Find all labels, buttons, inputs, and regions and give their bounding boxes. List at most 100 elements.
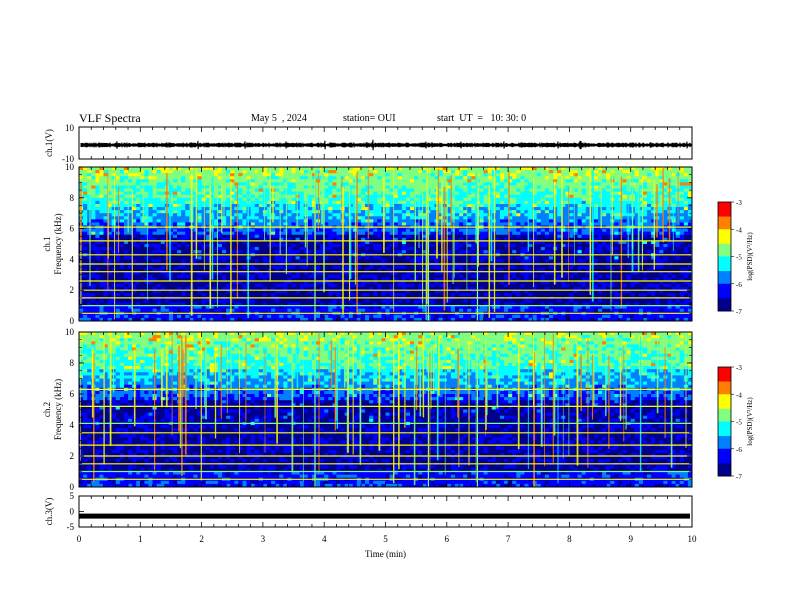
ch1-spectrogram-cell (181, 203, 186, 208)
ch1-spectrogram-cell (291, 231, 296, 236)
ch1-spectrogram-cell (536, 179, 542, 183)
ch1-spectrogram-cell (598, 167, 603, 171)
ch1-spectrogram-cell (459, 194, 464, 199)
ch1-spectrogram-cell (217, 234, 223, 239)
ch1-spectrogram-cell (401, 200, 407, 205)
ch1-spectrogram-cell (250, 179, 256, 183)
ch1-spectrogram-cell (185, 247, 190, 251)
ch1-spectrogram-cell (463, 179, 468, 183)
ch1-spectrogram-cell (299, 216, 305, 220)
ch1-spectrogram-cell (508, 200, 513, 205)
ch1-spectrogram-cell (381, 173, 386, 177)
ch1-spectrogram-cell (397, 203, 403, 208)
ch1-spectrogram-cell (651, 231, 656, 236)
ch1-spectrogram-cell (430, 219, 435, 223)
ch1-spectrogram-cell (471, 207, 476, 211)
ch1-spectrogram-cell (148, 256, 153, 260)
ch1-spectrogram-cell (168, 265, 174, 269)
ch1-spectrogram-cell (356, 182, 362, 186)
ch1-spectrogram-cell (119, 222, 125, 226)
ch1-spectrogram-cell (291, 237, 296, 242)
ch1-spectrogram-cell (123, 207, 129, 211)
ch1-spectrogram-cell (614, 222, 619, 226)
ch1-spectrogram-cell (156, 244, 162, 248)
ch1-spectrogram-cell (238, 247, 243, 251)
ch1-spectrogram-cell (536, 200, 542, 205)
ch1-spectrogram-cell (197, 244, 202, 248)
ch1-spectrogram-cell (573, 240, 578, 245)
ch1-spectrogram-cell (385, 203, 390, 208)
ch1-spectrogram-cell (626, 188, 631, 192)
ch1-spectrogram-cell (634, 213, 640, 217)
ch1-spectrogram-cell (471, 185, 476, 189)
ch1-spectrogram-cell (655, 176, 660, 180)
ch1-spectrogram-cell (91, 234, 96, 239)
ch1-spectrogram-cell (405, 237, 411, 242)
ch1-spectrogram-cell (156, 203, 162, 208)
ch1-spectrogram-cell (634, 176, 640, 180)
ch1-spectrogram-cell (405, 244, 411, 248)
ch1-spectrogram-cell (618, 203, 623, 208)
ch1-spectrogram-cell (508, 194, 513, 199)
ch1-spectrogram-cell (577, 244, 582, 248)
ch1-spectrogram-cell (344, 237, 350, 242)
ch1-spectrogram-cell (602, 234, 607, 239)
ch1-spectrogram-cell (471, 173, 476, 177)
ch1-spectrogram-cell (495, 234, 501, 239)
ch1-spectrogram-cell (299, 265, 305, 269)
ch1-spectrogram-cell (172, 219, 178, 223)
ch1-spectrogram-cell (463, 188, 468, 192)
ch1-spectrogram-cell (479, 240, 484, 245)
ch1-spectrogram-cell (91, 194, 96, 199)
ch1-spectrogram-cell (307, 194, 313, 199)
ch1-spectrogram-cell (528, 240, 533, 245)
ch1-spectrogram-cell (606, 247, 611, 251)
ch1-spectrogram-cell (111, 222, 117, 226)
ch1-spectrogram-cell (385, 194, 390, 199)
ch1-spectrogram-cell (663, 256, 668, 260)
ch1-spectrogram-cell (610, 259, 615, 263)
ch1-spectrogram-cell (377, 222, 382, 226)
ch1-spectrogram-cell (430, 244, 435, 248)
ch1-spectrogram-cell (598, 194, 603, 199)
ch1-spectrogram-cell (328, 247, 333, 251)
ch1-spectrogram-cell (438, 185, 444, 189)
ch1-spectrogram-cell (234, 244, 239, 248)
ch1-spectrogram-cell (557, 185, 562, 189)
ch1-spectrogram-cell (226, 210, 231, 214)
ch1-spectrogram-cell (360, 194, 366, 199)
ch1-spectrogram-cell (606, 237, 611, 242)
ch1-spectrogram-cell (454, 173, 460, 177)
ch1-spectrogram-cell (152, 228, 157, 232)
ch1-spectrogram-cell (638, 203, 644, 208)
ch1-spectrogram-cell (168, 200, 174, 205)
ch1-spectrogram-cell (197, 173, 202, 177)
ch1-spectrogram-cell (299, 170, 305, 174)
ch1-spectrogram-cell (279, 173, 284, 177)
ch1-spectrogram-cell (230, 256, 235, 260)
ch1-spectrogram-cell (410, 219, 415, 223)
ch1-spectrogram-cell (516, 244, 521, 248)
ch1-spectrogram-cell (671, 231, 676, 236)
ch1-spectrogram-cell (226, 244, 231, 248)
ch1-spectrogram-cell (299, 182, 305, 186)
ch1-spectrogram-cell (365, 203, 370, 208)
ch1-spectrogram-cell (671, 182, 676, 186)
ch1-spectrogram-cell (671, 247, 676, 251)
ch1-spectrogram-cell (573, 259, 578, 263)
ch1-spectrogram-cell (262, 216, 268, 220)
ch1-spectrogram-cell (279, 240, 284, 245)
ch1-spectrogram-cell (418, 188, 423, 192)
ch1-spectrogram-cell (373, 234, 378, 239)
ch1-spectrogram-cell (422, 188, 427, 192)
ch1-spectrogram-cell (217, 176, 223, 180)
ch1-spectrogram-cell (83, 197, 88, 202)
ch1-spectrogram-cell (128, 173, 133, 177)
ch1-spectrogram-cell (365, 219, 370, 223)
ch1-spectrogram-cell (132, 197, 137, 202)
ch1-spectrogram-cell (577, 200, 582, 205)
ch1-spectrogram-cell (647, 173, 652, 177)
ch1-spectrogram-cell (123, 167, 129, 171)
ch1-spectrogram-cell (123, 240, 129, 245)
ch1-spectrogram-cell (291, 191, 296, 196)
